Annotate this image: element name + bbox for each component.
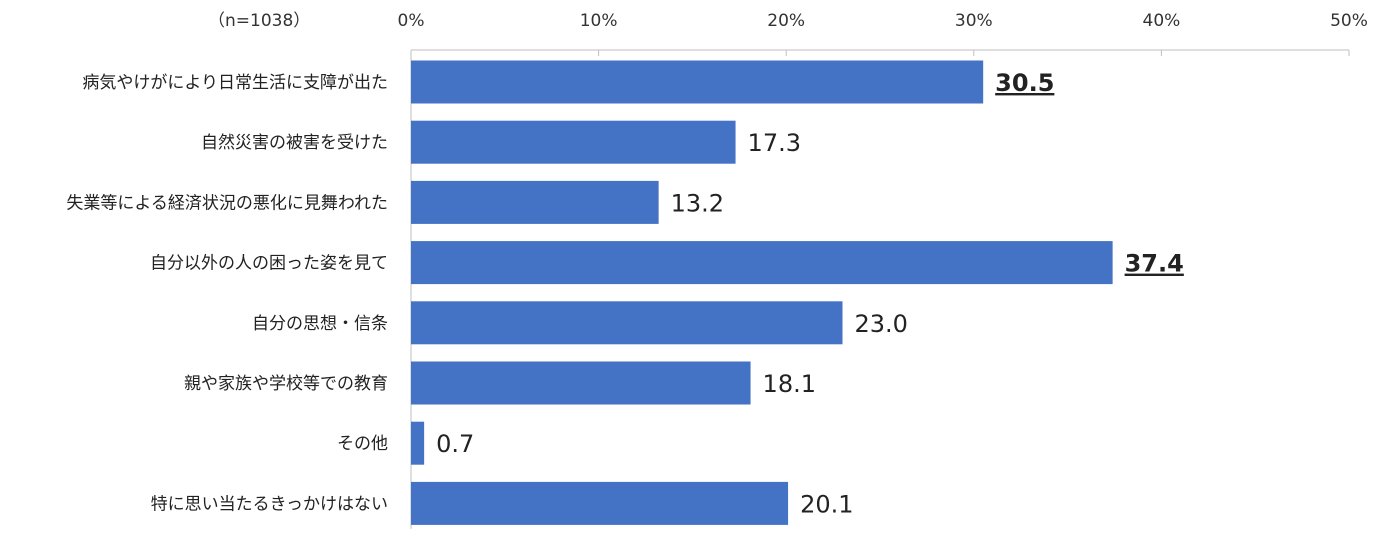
bar [411,60,984,104]
category-label: 病気やけがにより日常生活に支障が出た [82,73,388,93]
bar [411,120,736,164]
x-tick-label: 30% [955,11,993,31]
bar-value-label: 17.3 [748,129,801,157]
bar-value-label: 0.7 [436,430,474,458]
category-label: 特に思い当たるきっかけはない [151,494,388,514]
category-label: 親や家族や学校等での教育 [184,374,388,394]
sample-size-note: （n=1038） [208,11,310,31]
bar-value-label: 20.1 [800,490,853,518]
bar-value-label: 13.2 [671,189,724,217]
bar-value-label: 18.1 [763,370,816,398]
category-label: 自然災害の被害を受けた [201,133,388,153]
x-tick-label: 50% [1330,11,1368,31]
bar [411,241,1113,285]
category-label: その他 [337,434,388,454]
bar [411,301,843,345]
bars: 病気やけがにより日常生活に支障が出た 30.5 自然災害の被害を受けた 17.3 失業等… [66,60,1184,525]
category-label: 自分の思想・信条 [252,314,388,334]
bar-value-label: 23.0 [854,310,907,338]
x-tick-label: 0% [398,11,425,31]
bar-value-label: 37.4 [1125,250,1184,278]
category-label: 自分以外の人の困った姿を見て [150,254,388,274]
x-tick-label: 10% [580,11,618,31]
x-tick-label: 20% [767,11,805,31]
bar [411,421,425,465]
x-tick-label: 40% [1143,11,1181,31]
category-label: 失業等による経済状況の悪化に見舞われた [66,193,388,213]
x-axis: 0% 10% 20% 30% 40% 50% [398,11,1368,529]
bar [411,481,789,525]
bar [411,361,751,405]
bar-value-label: 30.5 [995,69,1054,97]
bar [411,180,659,224]
